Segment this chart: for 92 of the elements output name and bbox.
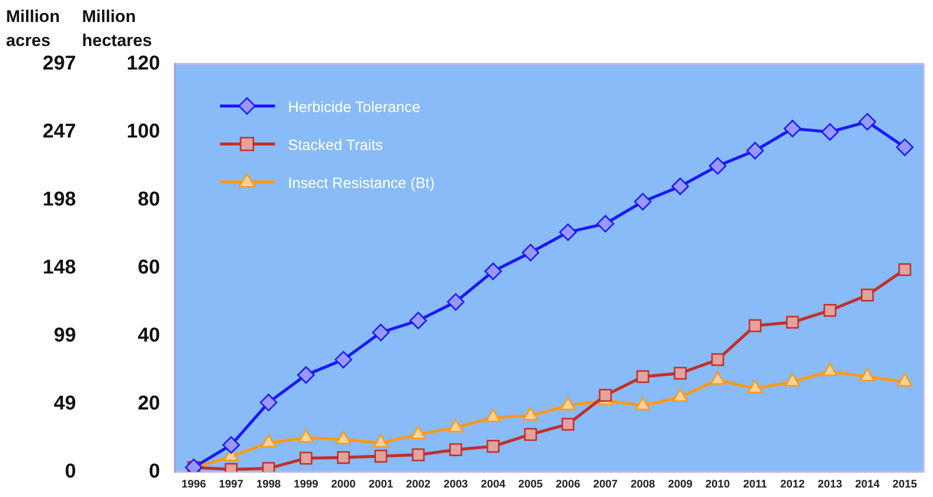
legend-label: Insect Resistance (Bt): [288, 175, 435, 192]
point: [410, 426, 426, 440]
y-tick-label: 80: [138, 188, 160, 210]
y2-tick-label: 247: [42, 120, 76, 142]
point: [596, 214, 614, 232]
point: [485, 408, 501, 422]
point: [297, 366, 315, 384]
legend-label: Stacked Traits: [288, 137, 384, 154]
x-tick-label: 2010: [705, 478, 730, 490]
y2-tick-label: 198: [42, 188, 76, 210]
point: [484, 262, 502, 280]
point: [260, 394, 278, 412]
point: [372, 324, 390, 342]
point: [674, 366, 687, 380]
point: [260, 434, 276, 448]
point: [896, 138, 914, 156]
point: [598, 388, 612, 402]
point: [486, 440, 500, 453]
point: [559, 223, 577, 241]
x-tick-label: 2015: [892, 478, 918, 490]
point: [562, 418, 574, 431]
x-tick-label: 1997: [218, 478, 244, 490]
point: [860, 288, 874, 302]
point: [560, 396, 576, 410]
x-tick-label: 2000: [331, 478, 356, 490]
x-tick-label: 2008: [630, 478, 656, 490]
point: [448, 418, 464, 432]
point: [710, 371, 726, 385]
point: [449, 443, 462, 456]
y-tick-label: 120: [126, 52, 160, 75]
point: [821, 123, 839, 141]
point: [747, 380, 763, 394]
point: [337, 451, 350, 464]
x-tick-label: 2006: [556, 478, 580, 490]
point: [824, 304, 836, 317]
point: [822, 362, 838, 376]
point: [634, 192, 652, 210]
point: [672, 388, 688, 402]
point: [708, 157, 726, 175]
point: [298, 429, 314, 443]
point: [784, 120, 802, 138]
x-tick-label: 2002: [406, 478, 431, 490]
point: [373, 434, 389, 448]
x-tick-label: 1998: [256, 478, 281, 490]
x-tick-label: 2004: [480, 478, 506, 490]
x-tick-label: 2005: [518, 478, 543, 490]
point: [222, 436, 240, 454]
x-tick-label: 2003: [443, 478, 468, 490]
point: [898, 263, 912, 276]
point: [374, 450, 388, 463]
y-tick-label: 20: [138, 392, 160, 414]
point: [300, 452, 312, 465]
point: [746, 142, 764, 160]
point: [524, 428, 537, 441]
point: [522, 406, 538, 420]
y-tick-label: 100: [126, 120, 160, 142]
x-tick-label: 1996: [181, 478, 206, 490]
point: [635, 396, 650, 410]
y-tick-label: 0: [148, 460, 160, 482]
y-tick-label: 60: [138, 256, 160, 278]
point: [522, 244, 540, 262]
point: [334, 350, 352, 368]
point: [336, 430, 352, 444]
legend-label: Herbicide Tolerance: [288, 99, 420, 116]
point: [748, 319, 762, 332]
y2-tick-label: 297: [42, 52, 76, 75]
point: [446, 293, 464, 311]
x-tick-label: 2012: [780, 478, 805, 490]
point: [860, 368, 876, 382]
point: [410, 312, 428, 330]
y2-axis-title: Million acres: [6, 7, 60, 50]
point: [858, 113, 876, 131]
x-tick-label: 2009: [668, 478, 692, 490]
y2-tick-label: 49: [54, 392, 76, 414]
y-tick-label: 40: [138, 324, 160, 346]
x-tick-label: 1999: [294, 478, 318, 490]
x-tick-label: 2013: [818, 478, 842, 490]
y-axis-title: Million hectares: [82, 7, 152, 50]
x-tick-label: 2011: [743, 478, 768, 490]
x-tick-label: 2001: [368, 478, 394, 490]
y2-tick-label: 148: [42, 256, 76, 278]
point: [671, 178, 689, 196]
x-tick-label: 2007: [593, 478, 618, 490]
point: [636, 370, 650, 384]
y2-tick-label: 99: [54, 324, 76, 346]
point: [897, 372, 912, 386]
point: [711, 353, 724, 366]
y2-tick-label: 0: [64, 460, 76, 482]
x-tick-label: 2014: [855, 478, 880, 490]
point: [412, 448, 425, 462]
point: [784, 372, 800, 386]
point: [786, 316, 799, 329]
